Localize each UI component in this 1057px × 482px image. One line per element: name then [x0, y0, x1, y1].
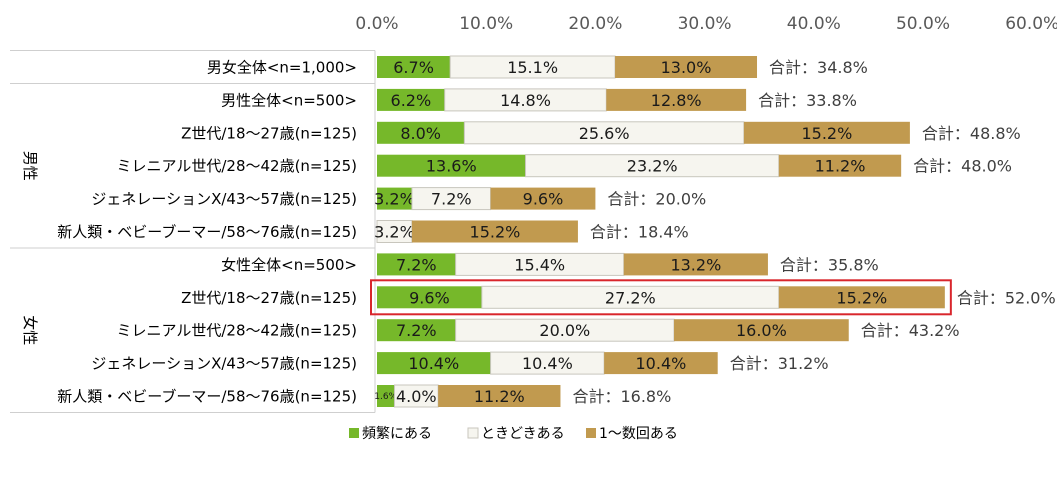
- total-label: 合計：43.2%: [861, 321, 960, 340]
- total-label: 合計：35.8%: [780, 255, 879, 274]
- bar-value-label: 27.2%: [605, 288, 656, 307]
- bar-segment: [377, 121, 465, 144]
- bar-value-label: 15.4%: [514, 255, 565, 274]
- x-tick-label: 30.0%: [678, 14, 732, 34]
- bar-value-label: 11.2%: [474, 387, 525, 406]
- bar-segment: [606, 88, 747, 111]
- bar-segment: [778, 154, 902, 177]
- bar-segment: [377, 352, 491, 375]
- bar-value-label: 11.2%: [815, 157, 866, 176]
- bar-value-label: 10.4%: [522, 354, 573, 373]
- x-tick-label: 10.0%: [459, 14, 513, 34]
- bar-value-label: 7.2%: [396, 255, 437, 274]
- legend-label: 頻繁にある: [362, 426, 432, 442]
- bar-value-label: 15.2%: [836, 288, 887, 307]
- category-label: 新人類・ベビーブーマー/58～76歳(n=125): [57, 388, 357, 406]
- highlight-box: [370, 279, 952, 316]
- category-label: Z世代/18～27歳(n=125): [181, 289, 357, 307]
- bar-value-label: 9.6%: [409, 288, 450, 307]
- bar-value-label: 1.6%: [374, 392, 397, 402]
- legend-swatch: [586, 428, 596, 438]
- bar-value-label: 10.4%: [408, 354, 459, 373]
- category-label: 男女全体<n=1,000>: [207, 59, 357, 77]
- category-label: 新人類・ベビーブーマー/58～76歳(n=125): [57, 223, 357, 241]
- bar-segment: [377, 253, 456, 276]
- x-axis: 0.0% 10.0% 20.0% 30.0% 40.0% 50.0% 60.0%: [355, 14, 1057, 34]
- bar-value-label: 15.1%: [507, 58, 558, 77]
- legend-swatch: [349, 428, 359, 438]
- legend-label: 1～数回ある: [599, 426, 678, 442]
- total-label: 合計：34.8%: [769, 58, 868, 77]
- group-label: 女性: [21, 315, 39, 345]
- bar-segment: [377, 154, 526, 177]
- bar-value-label: 4.0%: [396, 387, 437, 406]
- total-label: 合計：18.4%: [590, 223, 689, 242]
- total-label: 合計：20.0%: [607, 190, 706, 209]
- bar-segment: [377, 88, 445, 111]
- bar-segment: [377, 286, 482, 309]
- bar-segment: [778, 286, 945, 309]
- bar-value-label: 20.0%: [539, 321, 590, 340]
- category-label: ミレニアル世代/28～42歳(n=125): [117, 157, 358, 175]
- bar-segment: [393, 384, 439, 408]
- bar-value-label: 14.8%: [500, 91, 551, 110]
- bar-segment: [377, 319, 456, 342]
- bar-value-label: 15.2%: [470, 223, 521, 242]
- bar-value-label: 12.8%: [651, 91, 702, 110]
- bar-segment: [604, 352, 718, 375]
- bar-value-label: 25.6%: [579, 124, 630, 143]
- total-label: 合計：16.8%: [572, 387, 671, 406]
- bar-segment: [377, 385, 395, 407]
- bar-segment: [490, 187, 596, 210]
- total-label: 合計：48.0%: [913, 157, 1012, 176]
- bar-value-label: 13.6%: [426, 157, 477, 176]
- legend-label: ときどきある: [481, 426, 565, 442]
- total-label: 合計：52.0%: [957, 288, 1056, 307]
- category-label: 男性全体<n=500>: [221, 91, 357, 109]
- category-label: ジェネレーションX/43～57歳(n=125): [91, 190, 357, 208]
- bar-value-label: 8.0%: [400, 124, 441, 143]
- legend: 頻繁にある ときどきある 1～数回ある: [349, 426, 678, 442]
- bar-value-label: 7.2%: [396, 321, 437, 340]
- category-label: ジェネレーションX/43～57歳(n=125): [91, 355, 357, 373]
- bar-value-label: 3.2%: [374, 223, 415, 242]
- x-tick-label: 60.0%: [1005, 14, 1057, 34]
- bar-value-label: 16.0%: [736, 321, 787, 340]
- bar-value-label: 15.2%: [801, 124, 852, 143]
- bar-segment: [743, 121, 910, 144]
- bar-value-label: 6.7%: [393, 58, 434, 77]
- bar-segment: [674, 319, 849, 342]
- group-label: 男性: [21, 151, 39, 181]
- bar-value-label: 23.2%: [627, 157, 678, 176]
- bar-value-label: 7.2%: [431, 190, 472, 209]
- bar-value-label: 10.4%: [636, 354, 687, 373]
- x-tick-label: 20.0%: [568, 14, 622, 34]
- bar-value-label: 6.2%: [391, 91, 432, 110]
- bar-segment: [411, 220, 578, 243]
- category-label: Z世代/18～27歳(n=125): [181, 124, 357, 142]
- total-label: 合計：31.2%: [730, 354, 829, 373]
- bar-segment: [615, 56, 758, 78]
- total-label: 合計：33.8%: [758, 91, 857, 110]
- bar-value-label: 9.6%: [523, 190, 564, 209]
- bar-segment: [481, 285, 780, 309]
- bar-value-label: 13.0%: [661, 58, 712, 77]
- legend-swatch: [467, 427, 479, 439]
- total-label: 合計：48.8%: [922, 124, 1021, 143]
- x-tick-label: 0.0%: [355, 14, 398, 34]
- category-label: ミレニアル世代/28～42歳(n=125): [117, 322, 358, 340]
- x-tick-label: 40.0%: [787, 14, 841, 34]
- bar-segment: [438, 385, 561, 407]
- bar-segment: [623, 253, 768, 276]
- bar-value-label: 3.2%: [374, 190, 415, 209]
- bar-segment: [377, 56, 451, 78]
- bar-value-label: 13.2%: [670, 255, 721, 274]
- category-label: 女性全体<n=500>: [221, 256, 357, 274]
- bar-segment: [377, 187, 412, 210]
- plot-area: 6.7% 15.1% 13.0% 合計：34.8% 6.2% 14.8% 12.8% 合計：3…: [370, 55, 1056, 408]
- x-tick-label: 50.0%: [896, 14, 950, 34]
